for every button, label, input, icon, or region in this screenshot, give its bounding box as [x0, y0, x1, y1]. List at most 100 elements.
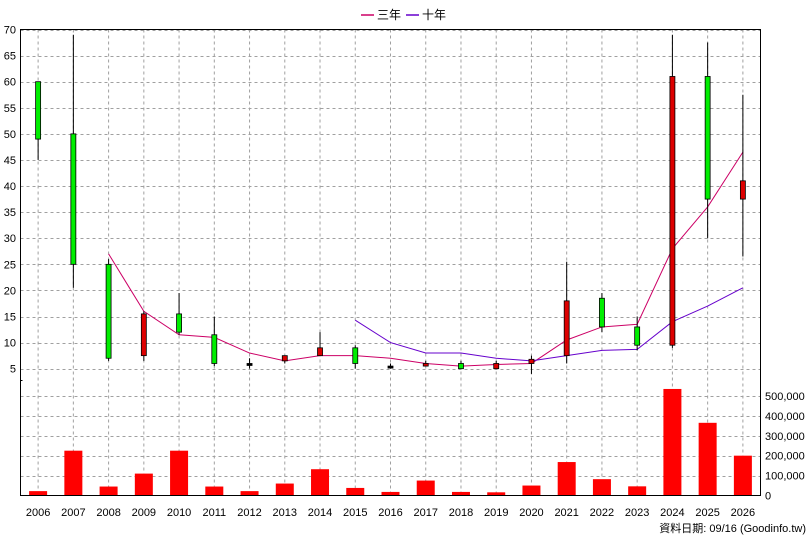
source-label: 資料日期: 09/16 (Goodinfo.tw) [659, 521, 806, 535]
candle-body-2008 [105, 263, 112, 359]
price-tick-25: 25 [4, 259, 16, 271]
legend-label-十年: 十年 [422, 8, 446, 22]
volume-bar-2015 [346, 487, 365, 496]
x-tick-2018: 2018 [449, 507, 473, 519]
candle-body-2009 [140, 313, 147, 357]
series-line-十年 [354, 287, 744, 362]
volume-bar-2014 [311, 469, 330, 496]
volume-bar-2018 [451, 491, 470, 496]
candle-body-2014 [317, 347, 323, 357]
chart-frame [20, 29, 761, 496]
volume-tick-400000: 400,000 [765, 411, 805, 423]
x-tick-2017: 2017 [413, 507, 437, 519]
volume-tick-0: 0 [765, 491, 771, 503]
candle-body-2006 [35, 81, 42, 140]
candle-body-2022 [599, 297, 605, 328]
volume-bar-2024 [663, 388, 682, 496]
x-tick-2022: 2022 [590, 507, 614, 519]
candle-body-2025 [704, 76, 711, 200]
volume-bar-2007 [64, 450, 83, 496]
price-tick-65: 65 [4, 51, 16, 63]
x-tick-2024: 2024 [660, 507, 684, 519]
candle-body-2012 [246, 363, 253, 366]
candle-2018 [458, 360, 464, 370]
price-tick-20: 20 [4, 285, 16, 297]
price-tick-70: 70 [4, 25, 16, 37]
x-tick-2006: 2006 [26, 507, 50, 519]
x-tick-2008: 2008 [96, 507, 120, 519]
price-tick-15: 15 [4, 312, 16, 324]
candle-2007 [70, 34, 77, 288]
candle-2011 [211, 316, 218, 367]
candle-2016 [387, 363, 394, 369]
x-tick-2025: 2025 [695, 507, 719, 519]
volume-bar-2009 [134, 473, 153, 496]
candle-2023 [634, 316, 641, 351]
volume-bar-2012 [240, 491, 259, 496]
volume-tick-500000: 500,000 [765, 391, 805, 403]
candle-2025 [704, 42, 711, 239]
candle-body-2024 [669, 76, 676, 346]
candle-body-2020 [528, 358, 535, 364]
candle-body-2023 [634, 326, 641, 346]
volume-bar-2013 [275, 483, 294, 496]
candle-2009 [140, 311, 147, 361]
x-tick-2026: 2026 [731, 507, 755, 519]
x-tick-2007: 2007 [61, 507, 85, 519]
price-tick-5: 5 [10, 364, 16, 376]
candle-2012 [246, 358, 253, 369]
x-tick-2012: 2012 [237, 507, 261, 519]
candle-body-2026 [739, 180, 746, 200]
candle-2013 [281, 355, 288, 364]
price-tick-40: 40 [4, 181, 16, 193]
volume-tick-100000: 100,000 [765, 471, 805, 483]
volume-bar-2017 [416, 480, 435, 496]
price-tick-45: 45 [4, 155, 16, 167]
x-tick-2013: 2013 [273, 507, 297, 519]
legend: 三年 十年 [361, 8, 446, 22]
volume-bar-2011 [205, 486, 224, 496]
volume-bar-2020 [522, 485, 541, 496]
candle-body-2018 [458, 363, 464, 370]
x-tick-2014: 2014 [308, 507, 332, 519]
candle-2026 [739, 94, 746, 257]
price-tick-10: 10 [4, 338, 16, 350]
candle-body-2011 [211, 334, 218, 364]
x-tick-2023: 2023 [625, 507, 649, 519]
candle-2022 [599, 293, 605, 333]
price-tick-30: 30 [4, 233, 16, 245]
price-tick-55: 55 [4, 103, 16, 115]
x-tick-2019: 2019 [484, 507, 508, 519]
price-tick-60: 60 [4, 77, 16, 89]
candle-body-2019 [493, 363, 500, 370]
candle-body-2017 [422, 363, 429, 367]
volume-tick-300000: 300,000 [765, 431, 805, 443]
candle-body-2015 [352, 347, 359, 364]
x-tick-2015: 2015 [343, 507, 367, 519]
candle-body-2010 [176, 313, 182, 333]
axis-labels: 5101520253035404550556065700100,000200,0… [4, 25, 805, 520]
candle-2008 [105, 259, 112, 361]
x-tick-2021: 2021 [554, 507, 578, 519]
volume-bar-2019 [487, 492, 506, 496]
volume-bar-2022 [592, 479, 611, 496]
candle-body-2013 [281, 355, 288, 362]
volume-bar-2016 [381, 491, 400, 496]
volume-bar-2010 [170, 450, 189, 496]
candle-body-2007 [70, 133, 77, 265]
volume-bar-2008 [99, 486, 118, 496]
candle-2010 [176, 293, 182, 335]
grid-lines [20, 29, 761, 496]
volume-tick-200000: 200,000 [765, 451, 805, 463]
x-tick-2020: 2020 [519, 507, 543, 519]
candlesticks [35, 34, 746, 374]
volume-bar-2023 [628, 486, 647, 496]
candle-2024 [669, 34, 676, 348]
candle-2021 [563, 261, 570, 364]
candle-2017 [422, 360, 429, 367]
price-tick-35: 35 [4, 207, 16, 219]
legend-label-三年: 三年 [377, 8, 401, 22]
volume-bar-2021 [557, 462, 576, 496]
price-tick-50: 50 [4, 129, 16, 141]
